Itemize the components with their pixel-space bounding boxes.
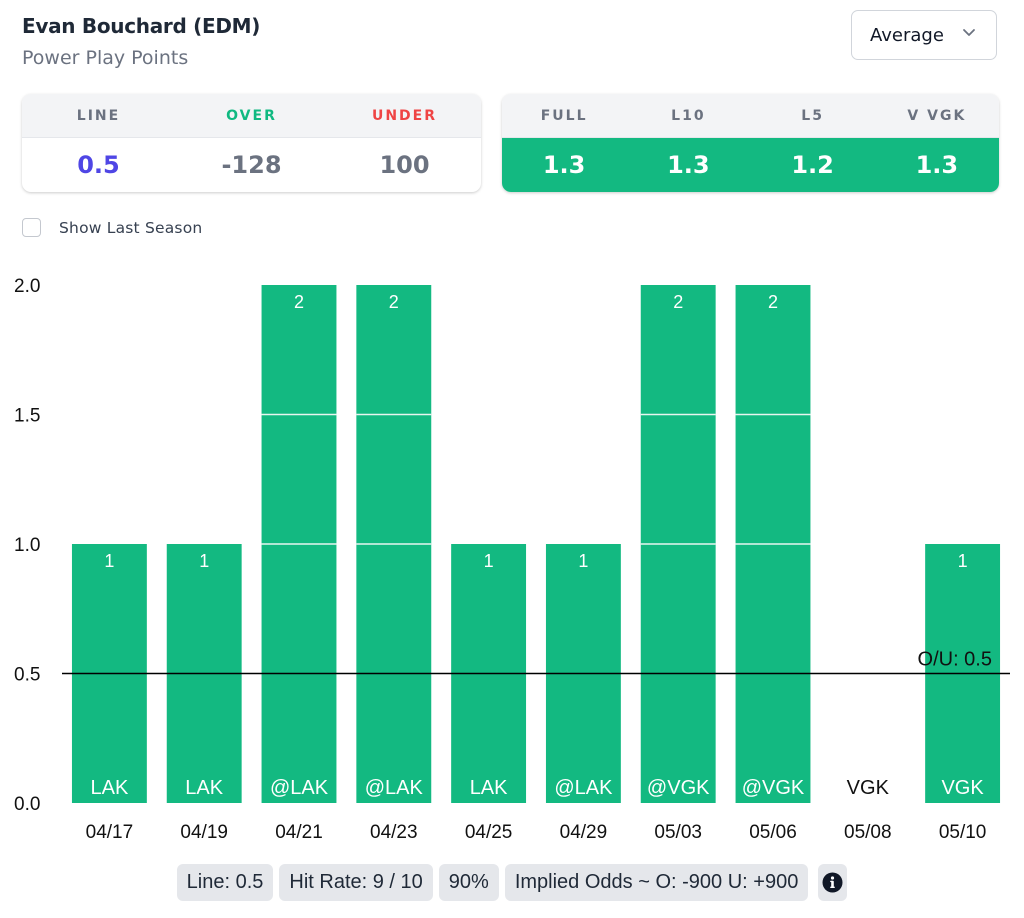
l5-header: L5: [801, 107, 824, 124]
over-header: OVER: [226, 107, 277, 124]
bar-value-label: 1: [578, 551, 588, 571]
show-last-season-toggle[interactable]: Show Last Season: [22, 218, 202, 237]
x-tick-label: 04/23: [370, 822, 418, 843]
l10-header: L10: [671, 107, 706, 124]
stat-type: Power Play Points: [22, 47, 189, 69]
summary-hit-rate-pill: Hit Rate: 9 / 10: [279, 864, 433, 901]
bar-opponent-label: @VGK: [647, 777, 710, 799]
vs-opponent-avg-value: 1.3: [915, 151, 959, 179]
y-axis: 0.0 0.5 1.0 1.5 2.0: [14, 276, 40, 815]
bar-opponent-label: @LAK: [554, 777, 613, 799]
over-odds-value: -128: [221, 151, 282, 179]
y-tick-label: 1.5: [14, 406, 40, 427]
under-header: UNDER: [371, 107, 438, 124]
y-tick-label: 0.0: [14, 794, 40, 815]
bar-opponent-label: VGK: [941, 777, 984, 799]
x-axis: 04/17 04/19 04/21 04/23 04/25 04/29 05/03 05/06…: [86, 822, 987, 843]
show-last-season-checkbox[interactable]: [22, 218, 41, 237]
bar-value-label: 2: [389, 292, 399, 312]
bars-group: 1 LAK 1 LAK 2 @LAK 2 @LAK 1 LAK 1 @LAK 2 @VGK 2 @VGK VGK…: [71, 285, 1001, 803]
bar-value-label: 1: [199, 551, 209, 571]
chevron-down-icon: [963, 29, 975, 36]
summary-line-pill: Line: 0.5: [176, 864, 274, 901]
odds-card: LINE OVER UNDER 0.5 -128 100: [22, 94, 481, 192]
bar-value-label: 1: [958, 551, 968, 571]
x-tick-label: 05/10: [939, 822, 987, 843]
bar-value-label: 2: [768, 292, 778, 312]
dropdown-selected-value: Average: [870, 24, 944, 46]
x-tick-label: 04/21: [275, 822, 323, 843]
full-header: FULL: [540, 107, 588, 124]
bar-opponent-label: @LAK: [270, 777, 329, 799]
x-tick-label: 04/25: [465, 822, 513, 843]
y-tick-label: 0.5: [14, 665, 40, 686]
bar-opponent-label: @VGK: [742, 777, 805, 799]
line-value: 0.5: [77, 151, 120, 179]
over-under-label: O/U: 0.5: [918, 649, 992, 671]
bar-value-label: 1: [484, 551, 494, 571]
bar-opponent-label: LAK: [185, 777, 223, 799]
bar-value-label: 1: [104, 551, 114, 571]
averages-card: FULL L10 L5 V VGK 1.3 1.3 1.2 1.3: [502, 94, 999, 192]
player-name: Evan Bouchard (EDM): [22, 14, 261, 38]
show-last-season-label: Show Last Season: [59, 218, 203, 237]
bar-value-label: 2: [673, 292, 683, 312]
y-tick-label: 2.0: [14, 276, 40, 297]
vs-opponent-header: V VGK: [907, 107, 967, 124]
summary-implied-odds-pill: Implied Odds ~ O: -900 U: +900: [504, 864, 809, 901]
x-tick-label: 05/06: [749, 822, 797, 843]
x-tick-label: 04/19: [180, 822, 228, 843]
bar-value-label: 2: [294, 292, 304, 312]
full-avg-value: 1.3: [542, 151, 586, 179]
bar-opponent-label: LAK: [90, 777, 128, 799]
l5-avg-value: 1.2: [791, 151, 834, 179]
info-icon: [822, 872, 843, 893]
summary-bar: Line: 0.5 Hit Rate: 9 / 10 90% Implied O…: [0, 864, 1024, 901]
bar-opponent-label: @LAK: [365, 777, 424, 799]
line-header: LINE: [76, 107, 121, 124]
x-tick-label: 05/03: [654, 822, 702, 843]
info-button[interactable]: [818, 864, 848, 901]
summary-hit-pct-pill: 90%: [438, 864, 499, 901]
bar-opponent-label: LAK: [470, 777, 508, 799]
bar-opponent-label: VGK: [847, 777, 890, 799]
x-tick-label: 05/08: [844, 822, 892, 843]
x-tick-label: 04/29: [560, 822, 608, 843]
y-tick-label: 1.0: [14, 535, 40, 556]
game-log-bar-chart: 0.0 0.5 1.0 1.5 2.0 1 LAK 1 LAK 2 @LAK 2 @LAK 1 LAK 1 @…: [14, 276, 1010, 843]
view-mode-dropdown[interactable]: Average: [851, 10, 997, 60]
x-tick-label: 04/17: [86, 822, 134, 843]
l10-avg-value: 1.3: [667, 151, 710, 179]
under-odds-value: 100: [379, 151, 430, 179]
